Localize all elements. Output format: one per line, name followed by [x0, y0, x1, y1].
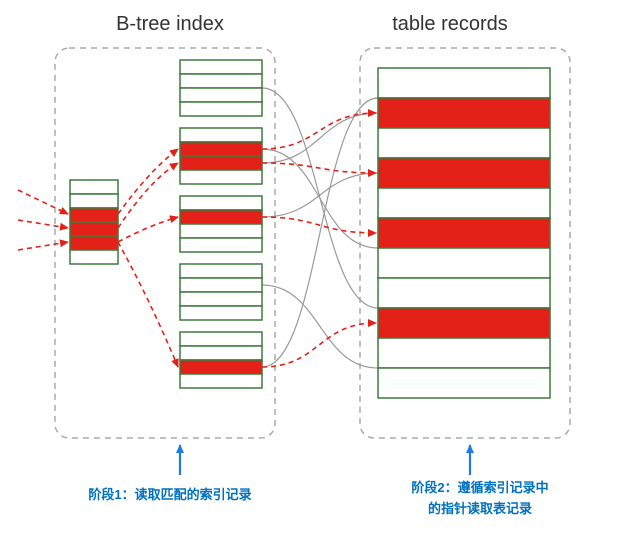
- leaf-block-0-row: [180, 88, 262, 102]
- arrow-leaf-table-1: [262, 163, 376, 173]
- table-block-row: [378, 278, 550, 308]
- leaf-block-1-row: [180, 170, 262, 184]
- leaf-block-0-row: [180, 102, 262, 116]
- phase2-line2: 的指针读取表记录: [428, 501, 532, 516]
- table-block-row: [378, 98, 550, 128]
- table-block: [378, 68, 550, 398]
- table-block-row: [378, 128, 550, 158]
- table-block-row: [378, 68, 550, 98]
- leaf-block-1: [180, 128, 262, 184]
- leaf-block-4-row: [180, 346, 262, 360]
- root-block: [70, 180, 118, 264]
- table-block-row: [378, 218, 550, 248]
- table-block-row: [378, 248, 550, 278]
- leaf-block-2-row: [180, 196, 262, 210]
- arrow-in-1: [18, 220, 68, 228]
- leaf-block-4-row: [180, 360, 262, 374]
- leaf-block-4-row: [180, 332, 262, 346]
- leaf-block-2-row: [180, 210, 262, 224]
- leaf-block-3-row: [180, 278, 262, 292]
- leaf-block-3: [180, 264, 262, 320]
- leaf-block-4-row: [180, 374, 262, 388]
- root-block-row: [70, 208, 118, 222]
- table-block-row: [378, 188, 550, 218]
- root-block-row: [70, 194, 118, 208]
- title-btree: B-tree index: [116, 13, 224, 35]
- leaf-block-2-row: [180, 224, 262, 238]
- leaf-block-0-row: [180, 60, 262, 74]
- table-block-row: [378, 368, 550, 398]
- leaf-block-0-row: [180, 74, 262, 88]
- leaf-block-4: [180, 332, 262, 388]
- title-records: table records: [392, 13, 508, 35]
- leaf-block-3-row: [180, 264, 262, 278]
- table-block-row: [378, 308, 550, 338]
- phase1-caption: 阶段1：读取匹配的索引记录: [40, 485, 300, 506]
- root-block-row: [70, 180, 118, 194]
- leaf-block-2-row: [180, 238, 262, 252]
- arrow-root-leaf-3: [118, 242, 178, 367]
- arrow-leaf-table-0: [262, 113, 376, 149]
- diagram-svg: B-tree index table records: [0, 0, 619, 543]
- arrow-leaf-table-2: [262, 217, 376, 233]
- phase1-text: 阶段1：读取匹配的索引记录: [88, 487, 251, 502]
- leaf-block-1-row: [180, 128, 262, 142]
- leaf-block-0: [180, 60, 262, 116]
- phase2-line1: 阶段2：遵循索引记录中: [411, 480, 548, 495]
- arrow-in-2: [18, 242, 68, 250]
- arrow-root-leaf-1: [118, 163, 178, 228]
- phase2-caption: 阶段2：遵循索引记录中 的指针读取表记录: [360, 478, 600, 520]
- table-block-row: [378, 158, 550, 188]
- leaf-block-1-row: [180, 156, 262, 170]
- table-block-row: [378, 338, 550, 368]
- leaf-block-2: [180, 196, 262, 252]
- arrow-root-leaf-0: [118, 149, 178, 214]
- root-block-row: [70, 236, 118, 250]
- leaf-block-3-row: [180, 306, 262, 320]
- arrow-leaf-table-3: [262, 323, 376, 367]
- leaf-block-3-row: [180, 292, 262, 306]
- root-block-row: [70, 250, 118, 264]
- root-block-row: [70, 222, 118, 236]
- arrow-root-leaf-2: [118, 217, 178, 242]
- leaf-block-1-row: [180, 142, 262, 156]
- arrow-in-0: [18, 190, 68, 214]
